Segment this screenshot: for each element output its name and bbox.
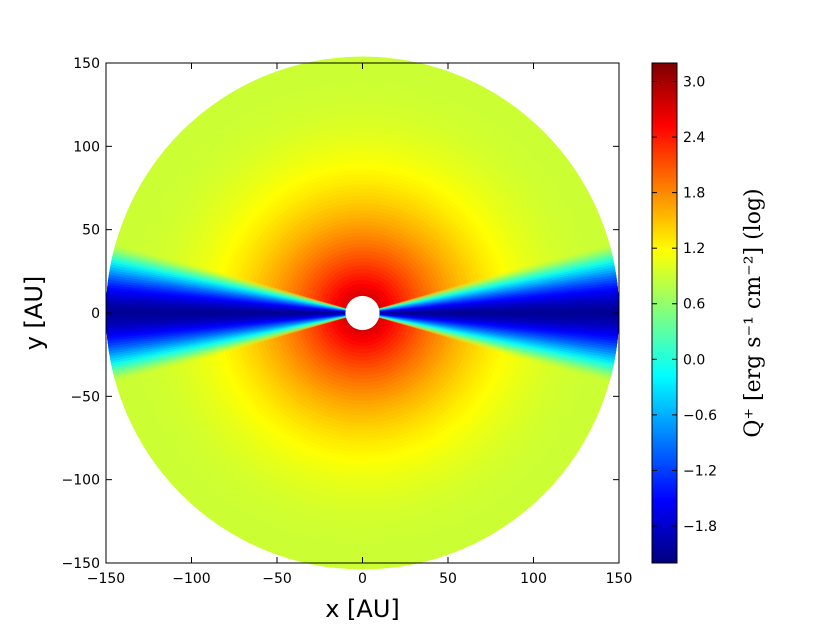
y-axis-ticks: 150 100 50 0 −50 −100 −150 [62,56,619,572]
colorbar: 3.0 2.4 1.8 1.2 0.6 0.0 −0.6 −1.2 −1.8 Q⁺ [erg s… [651,62,766,564]
colorbar-tick-label: 3.0 [683,75,705,91]
y-tick-label: 150 [73,56,100,72]
x-axis-ticks: −150 −100 −50 0 50 100 150 [87,63,633,587]
colorbar-bar [651,62,678,564]
colorbar-tick-label: 1.2 [683,241,705,257]
y-tick-label: 50 [82,223,100,239]
colorbar-tick-label: 2.4 [683,130,705,146]
y-tick-label: 100 [73,139,100,155]
y-tick-label: −50 [70,389,100,405]
inner-hole [345,295,380,331]
x-tick-label: −50 [262,571,292,587]
disk-heatmap [106,56,619,570]
colorbar-tick-label: 0.6 [683,297,705,313]
y-tick-label: −150 [62,556,100,572]
colorbar-title: Q⁺ [erg s⁻¹ cm⁻²] (log) [741,188,766,437]
y-axis-title: y [AU] [20,276,48,351]
x-tick-label: −100 [172,571,210,587]
colorbar-tick-label: −1.2 [683,463,717,479]
x-tick-label: −150 [87,571,125,587]
colorbar-tick-label: 0.0 [683,352,705,368]
colorbar-tick-label: 1.8 [683,186,705,202]
x-tick-label: 0 [358,571,367,587]
colorbar-ticks: 3.0 2.4 1.8 1.2 0.6 0.0 −0.6 −1.2 −1.8 [652,75,717,535]
x-axis-title: x [AU] [325,595,400,623]
x-tick-label: 50 [439,571,457,587]
x-tick-label: 100 [520,571,547,587]
plot-area: −150 −100 −50 0 50 100 150 150100500−50−100−15… [20,56,632,623]
colorbar-tick-label: −1.8 [683,519,717,535]
y-tick-label: −100 [62,473,100,489]
y-tick-label: 0 [91,306,100,322]
x-tick-label: 150 [606,571,633,587]
colorbar-tick-label: −0.6 [683,408,717,424]
